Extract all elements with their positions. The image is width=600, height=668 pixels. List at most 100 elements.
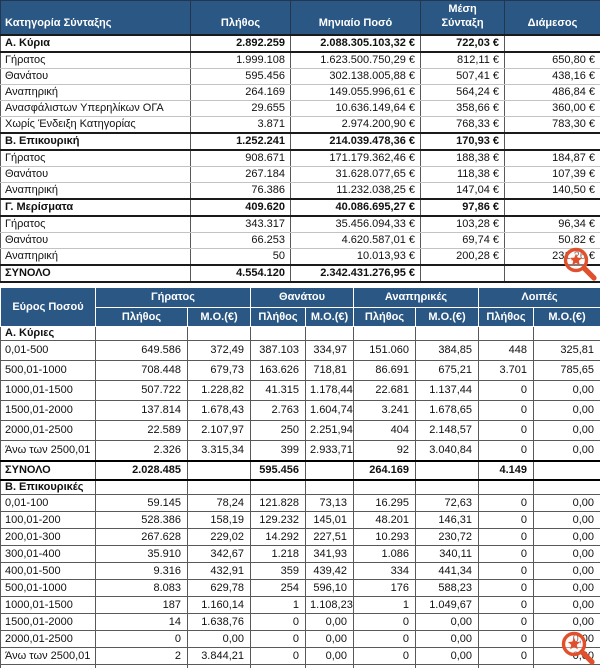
value-cell: 564,24 € [420, 84, 505, 101]
value-cell: 384,85 [415, 339, 480, 361]
value-cell: 1.623.500.750,29 € [290, 51, 421, 69]
value-cell [533, 459, 600, 481]
table-row: Θανάτου 66.253 4.620.587,01 €69,74 €50,82 … [0, 232, 600, 249]
value-cell: 0 [478, 493, 535, 512]
row-label-cell: 2000,01-2500 [0, 629, 96, 648]
value-cell: 2.148,57 [415, 419, 480, 441]
column-header-category: Κατηγορία Σύνταξης [0, 0, 191, 35]
value-cell [250, 325, 307, 341]
value-cell: 170,93 € [420, 131, 505, 151]
table-row: Χωρίς Ένδειξη Κατηγορίας 3.871 2.974.200,9… [0, 116, 600, 133]
row-label-cell: 1500,01-2000 [0, 612, 96, 631]
row-label-cell: Θανάτου [0, 232, 191, 249]
value-cell: 1.604,74 [305, 399, 355, 421]
value-cell: 163.626 [250, 359, 307, 381]
value-cell: 14 [95, 612, 188, 631]
column-header-median: Διάμεσος [504, 0, 600, 35]
row-label-cell: 0,01-100 [0, 493, 96, 512]
value-cell [478, 479, 535, 495]
value-cell: 0 [478, 629, 535, 648]
value-cell: 3.315,34 [186, 439, 252, 461]
value-cell: 2.028.485 [95, 459, 188, 481]
value-cell: 341,93 [305, 544, 355, 563]
value-cell: 4.620.587,01 € [290, 232, 421, 249]
column-header-amount-range: Εύρος Ποσού [0, 286, 96, 327]
value-cell [305, 479, 355, 495]
table-row: Θανάτου 595.456 302.138.005,88 €507,41 €43… [0, 68, 600, 85]
value-cell: 342,67 [186, 544, 252, 563]
value-cell: 2.892.259 [190, 33, 291, 53]
value-cell [95, 325, 188, 341]
table-row: 1000,01-1500 187 1.160,14 1 1.108,23 1 1.049,6… [0, 595, 600, 614]
zoom-magnifier-icon[interactable] [561, 245, 599, 283]
sub-column-header: Μ.Ο.(€) [533, 306, 600, 327]
value-cell: 0 [478, 646, 535, 665]
value-cell: 10.293 [353, 527, 417, 546]
value-cell: 0,00 [533, 439, 600, 461]
value-cell: 8.083 [95, 578, 188, 597]
value-cell: 0,00 [533, 493, 600, 512]
row-label-cell: 100,01-200 [0, 510, 96, 529]
row-label-cell: Β. Επικουρικές [0, 479, 96, 495]
value-cell [250, 663, 307, 668]
value-cell: 73,13 [305, 493, 355, 512]
value-cell: 187 [95, 595, 188, 614]
row-label-cell: Ανασφάλιστων Υπερηλίκων ΟΓΑ [0, 100, 191, 117]
zoom-magnifier-icon[interactable] [559, 629, 597, 667]
row-label-cell: ΣΥΝΟΛΟ [0, 263, 191, 283]
value-cell: 10.636.149,64 € [290, 100, 421, 117]
value-cell: 184,87 € [504, 149, 600, 167]
value-cell: 358,66 € [420, 100, 505, 117]
sub-column-header: Μ.Ο.(€) [415, 306, 480, 327]
value-cell [305, 325, 355, 341]
value-cell: 0 [353, 646, 417, 665]
row-label-cell: 500,01-1000 [0, 359, 96, 381]
value-cell: 0,00 [415, 629, 480, 648]
value-cell: 629,78 [186, 578, 252, 597]
value-cell: 267.184 [190, 166, 291, 183]
value-cell: 1.178,44 [305, 379, 355, 401]
value-cell: 31.628.077,65 € [290, 166, 421, 183]
table2-group-header-row: Εύρος Ποσού Γήρατος Θανάτου Αναπηρικές Λ… [0, 286, 600, 327]
value-cell: 0,00 [415, 646, 480, 665]
value-cell [353, 325, 417, 341]
table-row: 1000,01-1500 507.722 1.228,82 41.315 1.178,4… [0, 379, 600, 401]
value-cell [95, 663, 188, 668]
value-cell: 0 [353, 612, 417, 631]
value-cell: 0 [478, 578, 535, 597]
value-cell: 0,00 [533, 510, 600, 529]
table-row: Α. Κύριες [0, 325, 600, 341]
value-cell: 372,49 [186, 339, 252, 361]
table-row: Αναπηρική 76.386 11.232.038,25 €147,04 €14… [0, 182, 600, 199]
row-label-cell: Γήρατος [0, 215, 191, 233]
value-cell: 1.252.241 [190, 131, 291, 151]
value-cell: 0 [353, 629, 417, 648]
row-label-cell: Θανάτου [0, 166, 191, 183]
value-cell: 404 [353, 419, 417, 441]
value-cell: 340,11 [415, 544, 480, 563]
sub-column-header: Πλήθος [353, 306, 417, 327]
value-cell: 596,10 [305, 578, 355, 597]
value-cell: 0,00 [305, 629, 355, 648]
value-cell: 1.049,67 [415, 595, 480, 614]
table2-sub-header-row: Πλήθος Μ.Ο.(€) Πλήθος Μ.Ο.(€) Πλήθος Μ.Ο.(€) Π… [1, 306, 600, 327]
value-cell: 254 [250, 578, 307, 597]
row-label-cell: Αναπηρική [0, 182, 191, 199]
value-cell [186, 479, 252, 495]
column-group-old-age: Γήρατος [94, 286, 252, 308]
row-label-cell: 1000,01-1500 [0, 595, 96, 614]
value-cell: 302.138.005,88 € [290, 68, 421, 85]
table-row: 500,01-1000 8.083 629,78 254 596,10 176 588,23… [0, 578, 600, 597]
value-cell: 50,82 € [504, 232, 600, 249]
row-label-cell [0, 663, 96, 668]
value-cell [305, 663, 355, 668]
value-cell: 399 [250, 439, 307, 461]
value-cell: 78,24 [186, 493, 252, 512]
row-label-cell: 400,01-500 [0, 561, 96, 580]
value-cell: 0,00 [305, 612, 355, 631]
row-label-cell: 0,01-500 [0, 339, 96, 361]
row-label-cell: 2000,01-2500 [0, 419, 96, 441]
value-cell: 1.678,43 [186, 399, 252, 421]
